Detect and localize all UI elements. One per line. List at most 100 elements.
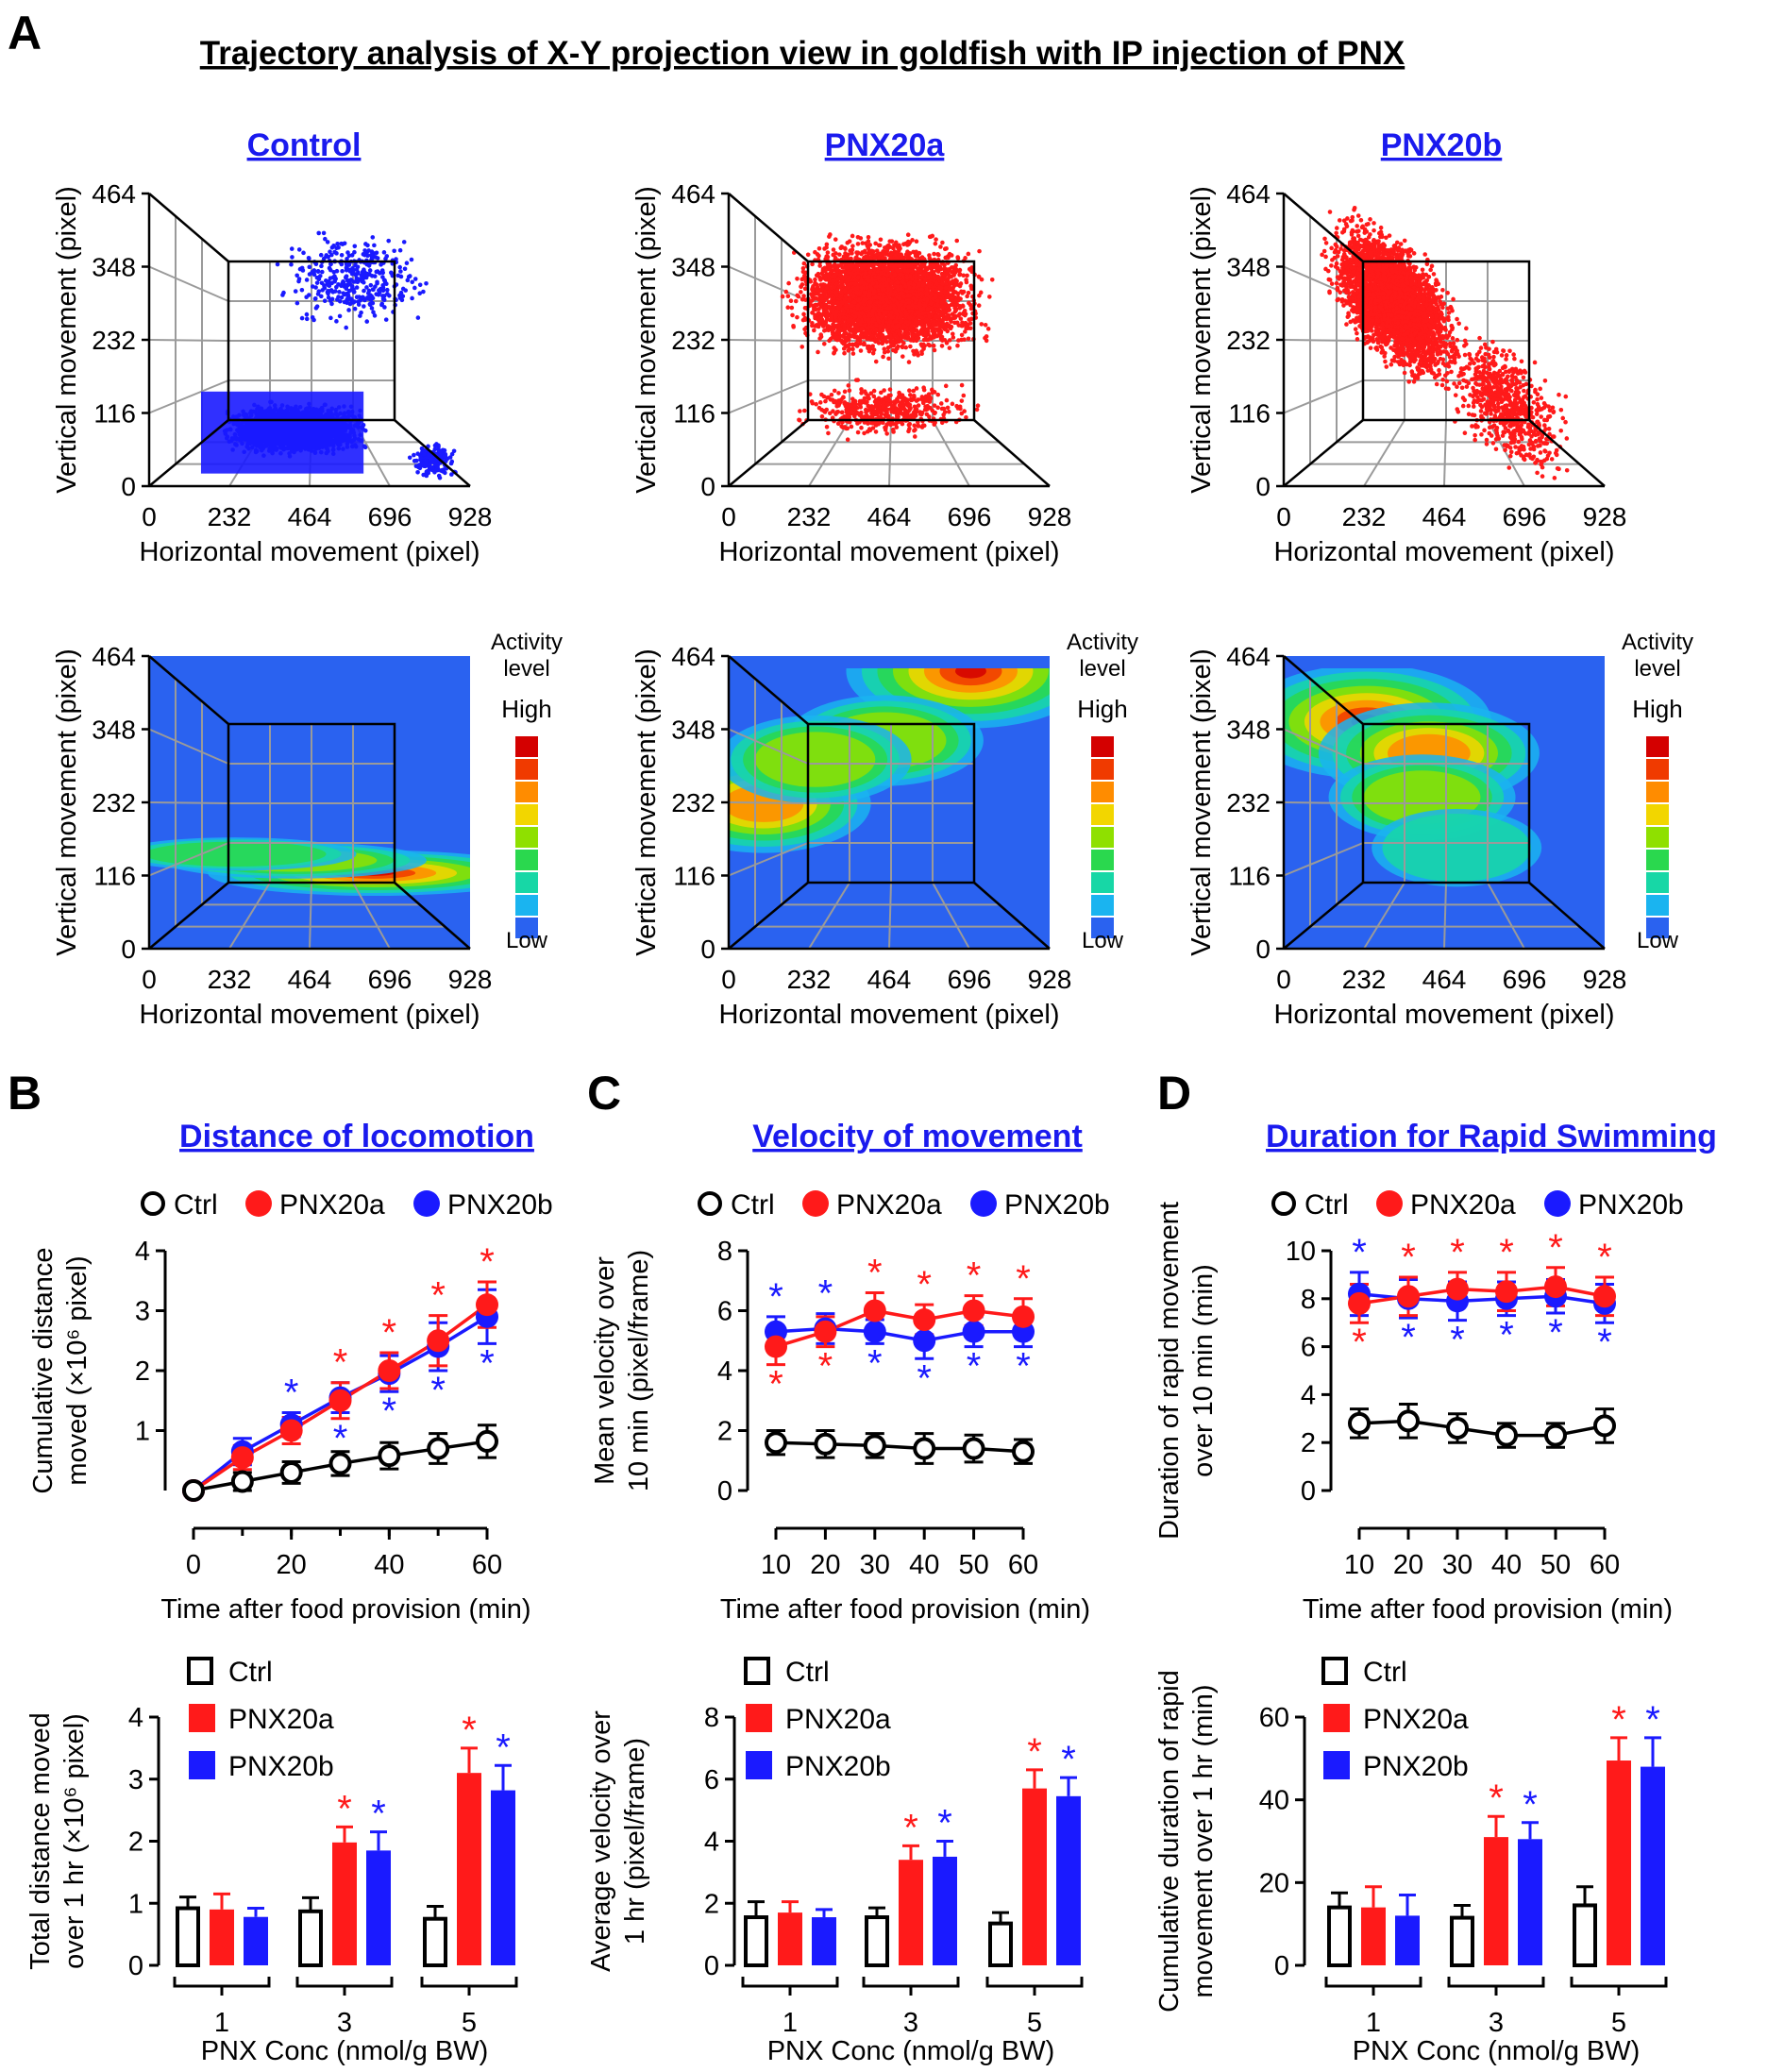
trajectory-point xyxy=(398,290,404,295)
trajectory-point xyxy=(362,288,366,294)
trajectory-point xyxy=(401,240,407,244)
trajectory-point xyxy=(347,301,353,307)
trajectory-point xyxy=(325,240,330,244)
y-tick-label: 464 xyxy=(92,642,136,671)
trajectory-point xyxy=(297,266,303,272)
trajectory-point xyxy=(955,343,960,348)
trajectory-point xyxy=(380,288,386,294)
grid-line xyxy=(888,419,892,487)
trajectory-point xyxy=(368,282,374,288)
trajectory-point xyxy=(319,263,324,269)
trajectory-point xyxy=(932,251,936,257)
heatmap-contour xyxy=(149,841,327,867)
trajectory-point xyxy=(352,244,358,249)
trajectory-point xyxy=(322,298,328,304)
trajectory-point xyxy=(341,291,346,295)
trajectory-point xyxy=(307,264,312,270)
trajectory-point xyxy=(383,317,389,322)
trajectory-point xyxy=(371,310,376,315)
x-axis-label: Horizontal movement (pixel) xyxy=(139,537,480,567)
trajectory-point xyxy=(326,278,331,284)
trajectory-point xyxy=(423,463,428,469)
trajectory-point xyxy=(384,254,390,259)
trajectory-point xyxy=(372,255,377,260)
y-tick-label: 116 xyxy=(93,399,136,429)
trajectory-point xyxy=(379,262,383,267)
trajectory-point xyxy=(318,252,324,258)
trajectory-point xyxy=(340,280,345,286)
trajectory-point xyxy=(989,277,995,282)
trajectory-point xyxy=(362,248,367,253)
trajectory-point xyxy=(976,303,982,308)
trajectory-point xyxy=(369,274,375,278)
trajectory-point xyxy=(289,261,294,267)
trajectory-point xyxy=(365,295,370,300)
trajectory-point xyxy=(310,269,315,275)
trajectory-point xyxy=(362,445,368,450)
trajectory-point xyxy=(328,267,333,273)
trajectory-point xyxy=(328,315,333,321)
trajectory-point xyxy=(906,360,912,364)
trajectory-point xyxy=(407,455,412,461)
trajectory-point xyxy=(355,264,361,270)
trajectory-point xyxy=(364,285,369,290)
trajectory-point xyxy=(406,274,412,279)
trajectory-point xyxy=(424,281,429,286)
grid-line xyxy=(728,379,809,414)
trajectory-point xyxy=(364,319,370,324)
trajectory-point xyxy=(329,296,335,302)
trajectory-point xyxy=(397,264,402,270)
trajectory-point xyxy=(409,257,414,262)
trajectory-point xyxy=(381,278,387,283)
trajectory-point xyxy=(841,346,847,351)
trajectory-point xyxy=(424,460,429,465)
grid-line xyxy=(148,339,229,342)
trajectory-point xyxy=(342,299,347,305)
trajectory-point xyxy=(397,295,403,300)
trajectory-point xyxy=(412,452,416,458)
trajectory-point xyxy=(437,475,443,480)
trajectory-point xyxy=(339,241,344,246)
trajectory-point xyxy=(352,306,358,312)
trajectory-point xyxy=(354,276,360,280)
trajectory-point xyxy=(306,255,311,261)
grid-line xyxy=(148,265,229,302)
trajectory-point xyxy=(304,316,310,322)
trajectory-point xyxy=(334,268,340,274)
trajectory-point xyxy=(789,305,795,311)
grid-line xyxy=(728,339,809,342)
trajectory-point xyxy=(344,265,349,271)
trajectory-point xyxy=(392,248,396,254)
x-tick-label: 928 xyxy=(448,502,493,531)
trajectory-point xyxy=(362,252,367,258)
trajectory-point xyxy=(290,255,295,260)
trajectory-point xyxy=(312,296,318,301)
trajectory-point xyxy=(933,241,938,246)
trajectory-point xyxy=(335,241,340,246)
x-tick-label: 464 xyxy=(288,502,332,531)
y-tick-label: 116 xyxy=(93,862,136,891)
trajectory-point xyxy=(934,237,938,242)
x-tick-label: 696 xyxy=(368,965,412,994)
trajectory-point xyxy=(438,468,444,473)
trajectory-point xyxy=(412,285,417,291)
trajectory-point xyxy=(425,454,429,460)
trajectory-point xyxy=(442,453,447,459)
grid-line xyxy=(932,419,970,487)
trajectory-point xyxy=(363,242,368,246)
trajectory-point xyxy=(375,269,380,274)
trajectory-point xyxy=(438,449,443,455)
trajectory-point xyxy=(387,293,392,298)
trajectory-point xyxy=(417,291,423,296)
trajectory-point xyxy=(398,269,403,274)
trajectory-point xyxy=(914,239,919,244)
grid-line xyxy=(148,379,229,414)
trajectory-point xyxy=(949,253,954,258)
trajectory-point xyxy=(900,354,905,359)
trajectory-point xyxy=(402,266,408,272)
grid-line xyxy=(808,419,850,487)
trajectory-point xyxy=(299,315,305,321)
trajectory-point xyxy=(370,235,376,240)
